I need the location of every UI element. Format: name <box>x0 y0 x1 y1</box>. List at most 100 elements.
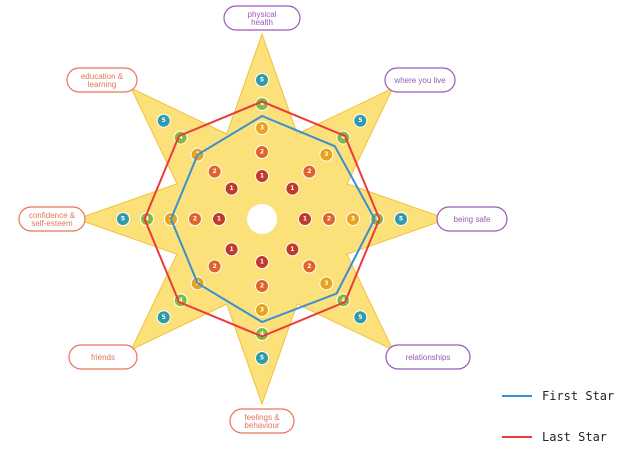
scale-marker-2-3: 3 <box>319 147 334 162</box>
axis-label-text: being safe <box>454 215 491 224</box>
scale-marker-dot <box>207 259 222 274</box>
scale-marker-5-1: 1 <box>255 255 269 269</box>
scale-marker-number: 4 <box>260 101 264 108</box>
scale-marker-4-5: 5 <box>353 310 368 325</box>
scale-marker-4-2: 2 <box>302 259 317 274</box>
scale-marker-dot <box>188 212 202 226</box>
scale-marker-dot <box>255 279 269 293</box>
scale-marker-number: 2 <box>307 168 311 175</box>
scale-marker-number: 2 <box>193 216 197 223</box>
axis-label-4: relationships <box>385 344 471 370</box>
scale-marker-number: 4 <box>179 134 183 141</box>
scale-marker-5-2: 2 <box>255 279 269 293</box>
scale-marker-number: 4 <box>341 297 345 304</box>
axis-label-pill <box>436 206 508 232</box>
scale-marker-5-5: 5 <box>255 351 269 365</box>
scale-marker-3-1: 1 <box>298 212 312 226</box>
axis-label-text: confidence & self-esteem <box>29 211 76 228</box>
scale-marker-number: 1 <box>217 216 221 223</box>
scale-marker-number: 2 <box>260 283 264 290</box>
scale-marker-number: 5 <box>399 216 403 223</box>
legend-item-last-star: Last Star <box>502 430 607 444</box>
scale-marker-1-5: 5 <box>255 73 269 87</box>
axis-labels: physical health where you live being safe re… <box>18 5 508 434</box>
scale-marker-dot <box>255 351 269 365</box>
scale-marker-2-2: 2 <box>302 164 317 179</box>
scale-marker-number: 2 <box>213 168 217 175</box>
scale-marker-8-5: 5 <box>156 113 171 128</box>
axis-label-pill <box>66 67 138 93</box>
scale-marker-dot <box>224 181 239 196</box>
scale-marker-6-2: 2 <box>207 259 222 274</box>
legend-item-first-star: First Star <box>502 389 614 403</box>
legend-label-last-star: Last Star <box>542 430 607 444</box>
scale-marker-dot <box>353 113 368 128</box>
scale-marker-dot <box>255 145 269 159</box>
scale-marker-number: 2 <box>307 263 311 270</box>
scale-marker-number: 4 <box>260 331 264 338</box>
scale-marker-number: 3 <box>351 216 355 223</box>
scale-marker-number: 5 <box>162 314 166 321</box>
scale-marker-dot <box>156 113 171 128</box>
scale-marker-number: 4 <box>341 134 345 141</box>
scale-marker-number: 5 <box>162 117 166 124</box>
scale-marker-number: 1 <box>303 216 307 223</box>
scale-marker-5-3: 3 <box>255 303 269 317</box>
scale-marker-4-3: 3 <box>319 276 334 291</box>
scale-marker-dot <box>156 310 171 325</box>
scale-marker-2-5: 5 <box>353 113 368 128</box>
scale-marker-number: 3 <box>324 151 328 158</box>
axis-label-text: education & learning <box>81 72 124 89</box>
scale-marker-7-1: 1 <box>212 212 226 226</box>
axis-label-pill <box>223 5 301 31</box>
scale-marker-number: 4 <box>179 297 183 304</box>
scale-marker-dot <box>212 212 226 226</box>
axis-label-8: education & learning <box>66 67 138 93</box>
scale-marker-number: 3 <box>260 307 264 314</box>
scale-marker-dot <box>255 169 269 183</box>
axis-label-text: relationships <box>406 353 451 362</box>
scale-marker-7-2: 2 <box>188 212 202 226</box>
axis-label-1: physical health <box>223 5 301 31</box>
scale-marker-number: 1 <box>230 246 234 253</box>
axis-label-pill <box>68 344 138 370</box>
axis-label-text: physical health <box>248 10 277 27</box>
scale-marker-3-3: 3 <box>346 212 360 226</box>
scale-marker-2-1: 1 <box>285 181 300 196</box>
scale-marker-dot <box>255 255 269 269</box>
scale-marker-number: 5 <box>260 355 264 362</box>
scale-marker-dot <box>346 212 360 226</box>
scale-marker-dot <box>255 121 269 135</box>
scale-marker-number: 1 <box>260 259 264 266</box>
scale-marker-number: 4 <box>375 216 379 223</box>
series-line-last-star <box>143 100 381 338</box>
axis-label-2: where you live <box>384 67 456 93</box>
scale-marker-8-1: 1 <box>224 181 239 196</box>
scale-marker-number: 1 <box>230 185 234 192</box>
axis-label-text: where you live <box>393 76 446 85</box>
axis-label-text: friends <box>91 353 115 362</box>
scale-marker-number: 5 <box>358 314 362 321</box>
scale-marker-6-5: 5 <box>156 310 171 325</box>
legend-label-first-star: First Star <box>542 389 614 403</box>
scale-marker-number: 1 <box>260 173 264 180</box>
scale-marker-8-2: 2 <box>207 164 222 179</box>
scale-marker-7-5: 5 <box>116 212 130 226</box>
scale-marker-number: 2 <box>327 216 331 223</box>
scale-marker-number: 1 <box>290 185 294 192</box>
scale-marker-dot <box>302 164 317 179</box>
scale-marker-number: 2 <box>260 149 264 156</box>
scale-marker-dot <box>319 276 334 291</box>
scale-marker-dot <box>224 242 239 257</box>
scale-marker-number: 5 <box>260 77 264 84</box>
scale-marker-number: 5 <box>121 216 125 223</box>
scale-marker-3-5: 5 <box>394 212 408 226</box>
scale-marker-6-1: 1 <box>224 242 239 257</box>
axis-label-5: feelings & behaviour <box>229 408 295 434</box>
scale-marker-dot <box>302 259 317 274</box>
scale-marker-dot <box>319 147 334 162</box>
scale-marker-dot <box>353 310 368 325</box>
scale-marker-dot <box>394 212 408 226</box>
scale-marker-number: 5 <box>358 117 362 124</box>
